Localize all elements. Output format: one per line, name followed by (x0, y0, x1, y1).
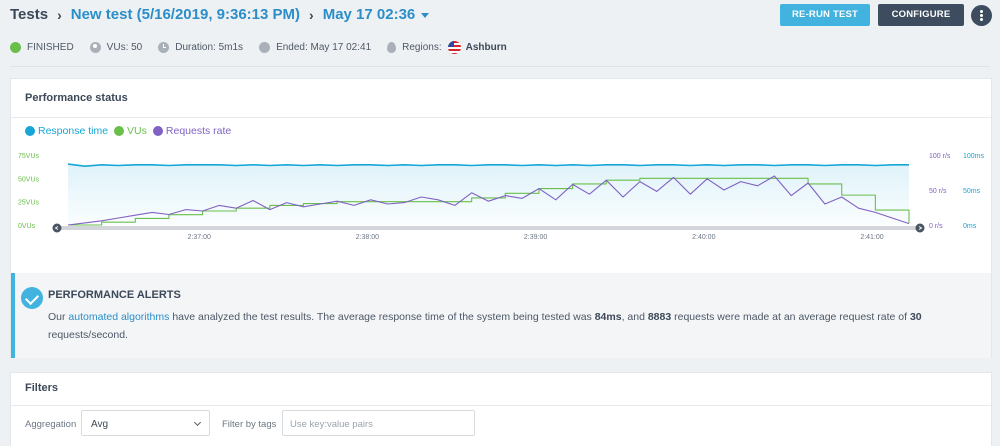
top-bar: Tests › New test (5/16/2019, 9:36:13 PM)… (0, 0, 1000, 32)
legend-label: Response time (38, 125, 109, 137)
performance-alert: PERFORMANCE ALERTS Our automated algorit… (11, 273, 991, 358)
range-left-handle[interactable] (52, 223, 62, 233)
y-axis-rate-tick-label: 0 r/s (929, 223, 943, 230)
legend-label: VUs (127, 125, 147, 137)
x-axis-tick-label: 2:41:00 (860, 234, 883, 241)
region-name: Ashburn (465, 41, 507, 53)
chevron-left-icon (54, 226, 59, 230)
run-meta: FINISHED VUs: 50 Duration: 5m1s Ended: M… (10, 39, 523, 55)
chevron-down-icon (193, 418, 202, 427)
alert-text: Our automated algorithms have analyzed t… (48, 308, 958, 344)
alert-text-part: requests were made at an average request… (671, 311, 910, 323)
y-axis-left-tick-label: 75VUs (18, 153, 40, 160)
y-axis-time-tick-label: 50ms (963, 188, 981, 195)
alert-text-part: , and (621, 311, 648, 323)
breadcrumb-test-link[interactable]: New test (5/16/2019, 9:36:13 PM) (70, 6, 301, 23)
requests-rate-line (67, 175, 910, 226)
avg-response-time: 84ms (594, 311, 622, 323)
y-axis-rate-tick-label: 50 r/s (929, 188, 947, 195)
vus-line (68, 177, 910, 226)
ended-text: Ended: May 17 02:41 (276, 41, 372, 53)
y-axis-left-tick-label: 50VUs (18, 176, 40, 183)
request-count: 8883 (647, 311, 672, 323)
breadcrumb-tests-link[interactable]: Tests (10, 6, 49, 23)
chart-legend: Response time VUs Requests rate (25, 125, 237, 137)
filter-tags-input[interactable]: Use key:value pairs (282, 410, 475, 436)
y-axis-rate-tick-label: 100 r/s (929, 153, 951, 160)
response-time-line (67, 163, 909, 167)
rerun-test-button[interactable]: RE-RUN TEST (780, 4, 870, 26)
configure-button[interactable]: CONFIGURE (878, 4, 964, 26)
chevron-right-icon (918, 226, 923, 230)
vus-info: VUs: 50 (89, 41, 143, 53)
alert-text-part: Our (48, 311, 69, 323)
y-axis-time-tick-label: 0ms (963, 223, 977, 230)
alert-text-part: requests/second. (48, 329, 128, 341)
filters-title: Filters (25, 382, 59, 394)
performance-card: Performance status Response time VUs Req… (10, 78, 992, 358)
performance-title: Performance status (25, 92, 128, 104)
us-flag-icon (447, 40, 461, 54)
check-circle-icon (21, 287, 43, 309)
card-divider (11, 405, 991, 406)
legend-dot (152, 126, 163, 136)
chevron-right-icon: › (309, 6, 314, 23)
status-badge: FINISHED (10, 41, 74, 53)
kebab-dot (980, 18, 983, 21)
filters-card: Filters Aggregation Avg Filter by tags U… (10, 372, 992, 446)
alert-title: PERFORMANCE ALERTS (48, 289, 181, 301)
card-divider (11, 117, 991, 118)
x-axis-tick-label: 2:38:00 (356, 234, 379, 241)
legend-dot (114, 126, 125, 136)
chevron-right-icon: › (57, 6, 62, 23)
y-axis-left-tick-label: 25VUs (18, 200, 40, 207)
run-selector-label: May 17 02:36 (322, 6, 416, 23)
legend-dot (25, 126, 35, 136)
more-options-button[interactable] (971, 5, 992, 26)
regions-info: Regions: Ashburn (387, 40, 507, 54)
legend-response-time[interactable]: Response time (25, 125, 108, 137)
x-axis-tick-label: 2:39:00 (524, 234, 547, 241)
x-axis-tick-label: 2:37:00 (188, 234, 211, 241)
run-selector[interactable]: May 17 02:36 (323, 6, 430, 23)
aggregation-label: Aggregation (25, 419, 77, 430)
status-text: FINISHED (27, 41, 74, 53)
location-pin-icon (387, 41, 397, 53)
ended-icon (259, 41, 271, 53)
breadcrumb: Tests › New test (5/16/2019, 9:36:13 PM)… (10, 6, 430, 23)
range-right-handle[interactable] (915, 223, 925, 233)
avg-request-rate: 30 (909, 311, 922, 323)
clock-icon (158, 41, 170, 53)
y-axis-left-tick-label: 0VUs (18, 223, 36, 230)
duration-text: Duration: 5m1s (175, 41, 244, 53)
kebab-dot (980, 14, 983, 17)
status-dot-icon (10, 41, 21, 53)
x-axis-tick-label: 2:40:00 (692, 234, 715, 241)
automated-algorithms-link[interactable]: automated algorithms (68, 311, 170, 323)
filter-tags-label: Filter by tags (222, 419, 277, 430)
aggregation-value: Avg (91, 419, 109, 430)
legend-label: Requests rate (165, 125, 232, 137)
legend-vus[interactable]: VUs (114, 125, 147, 137)
user-icon (89, 41, 101, 53)
regions-label: Regions: (402, 41, 442, 53)
duration-info: Duration: 5m1s (158, 41, 244, 53)
range-track[interactable] (58, 226, 919, 230)
ended-info: Ended: May 17 02:41 (259, 41, 372, 53)
y-axis-time-tick-label: 100ms (963, 153, 985, 160)
vus-text: VUs: 50 (106, 41, 143, 53)
aggregation-select[interactable]: Avg (81, 410, 210, 436)
response-time-area (68, 164, 909, 225)
header-divider (10, 66, 990, 67)
caret-down-icon (421, 13, 430, 18)
legend-requests-rate[interactable]: Requests rate (152, 125, 232, 137)
kebab-dot (980, 10, 983, 13)
performance-chart[interactable]: 75VUs 50VUs 25VUs 0VUs 100 r/s 50 r/s 0 r/s 100… (11, 145, 991, 245)
alert-text-part: have analyzed the test results. The aver… (169, 311, 595, 323)
